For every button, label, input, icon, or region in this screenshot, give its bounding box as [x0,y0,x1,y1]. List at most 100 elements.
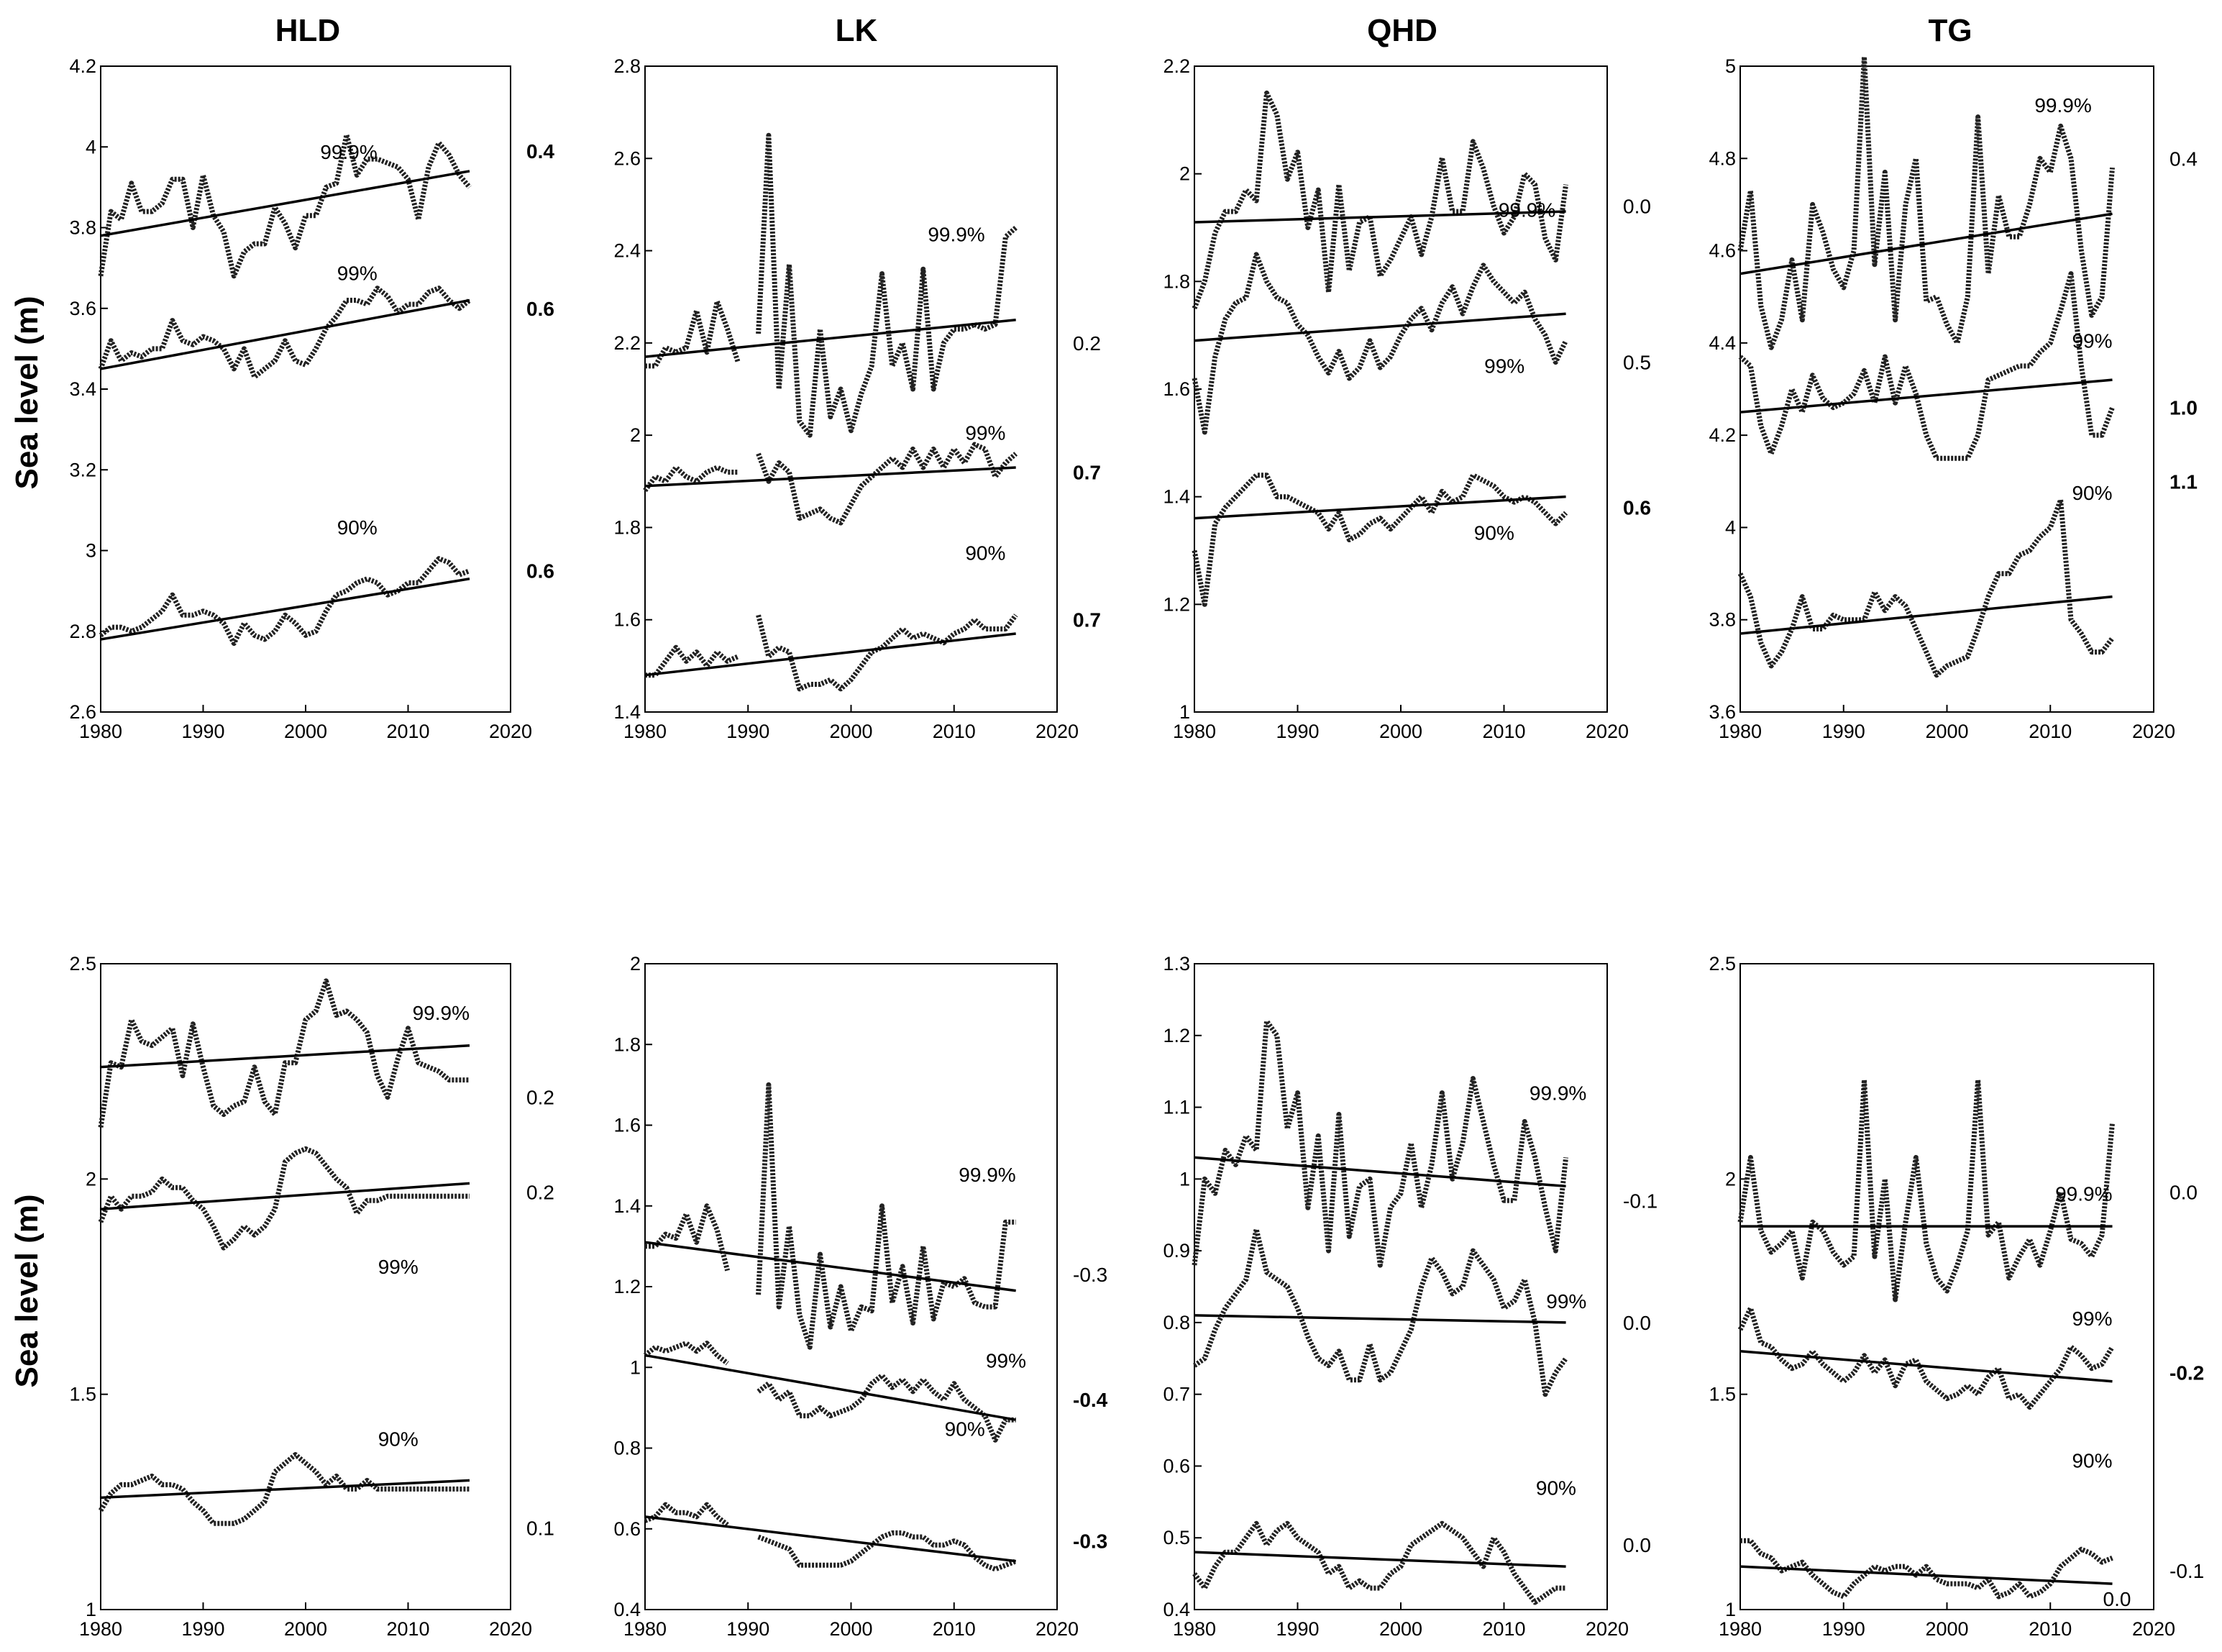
x-tick-label: 1990 [726,721,769,742]
x-tick-label: 2020 [1035,1618,1079,1640]
x-tick-label: 2020 [1586,1618,1629,1640]
trend-line-99% [644,466,1016,488]
trend-value-99%: 0.2 [526,1181,554,1203]
trend-value-99%: -0.2 [2170,1362,2204,1384]
trend-line-99.9% [1194,210,1566,224]
series-label-99.9%: 99.9% [959,1164,1015,1186]
series-line-90% [1192,473,1568,607]
series-line-90% [645,613,1018,692]
series-line-99% [1737,1305,2115,1410]
y-tick-label: 1.6 [613,1115,641,1136]
y-tick-label: 2.8 [613,55,641,77]
series-label-90%: 90% [2072,1449,2112,1471]
ylabel-top: Sea level (m) [9,296,45,489]
series-label-99.9%: 99.9% [928,224,984,246]
y-tick-label: 2.5 [69,953,96,975]
y-tick-label: 4.2 [1709,424,1736,446]
series-line-99.9% [1737,54,2115,350]
series-label-99.9%: 99.9% [413,1002,470,1024]
y-tick-label: 1 [86,1599,96,1620]
trend-value-90%: 0.6 [1623,497,1651,519]
y-tick-label: 1.8 [1163,270,1190,292]
trend-line-99% [1739,378,2113,414]
series-label-99.9%: 99.9% [320,141,377,163]
series-label-90%: 90% [1536,1477,1576,1499]
series-label-90%: 90% [337,516,378,539]
trend-line-90% [100,578,470,641]
y-tick-label: 2 [630,953,641,975]
trend-value-99.9%: 0.2 [526,1087,554,1109]
plot-frame [644,65,1058,713]
trend-value-99.9%: 0.2 [1073,332,1101,355]
x-tick-label: 1980 [79,1618,122,1640]
trend-line-90% [1194,495,1566,520]
x-tick-label: 2020 [489,1618,532,1640]
y-tick-label: 1.8 [613,516,641,538]
y-tick-label: 1.4 [1163,486,1190,508]
trend-value-99%: 0.7 [1073,461,1101,483]
title-LK: LK [836,13,878,48]
trend-value-90%: 1.1 [2170,470,2198,493]
x-tick-label: 2010 [2029,721,2072,742]
y-tick-label: 2 [1725,1168,1736,1190]
y-tick-label: 1.6 [1163,378,1190,400]
series-label-99%: 99% [1484,355,1524,378]
panel-bottom-LK: 1980 1990 2000 2010 2020 0.4 0.6 0.8 1 1.2 1.4 1.6 1… [613,953,1107,1640]
panel-top-TG: 1980 1990 2000 2010 2020 3.6 3.8 4 4.2 4.4 4.6 4.8 5… [1709,54,2198,742]
series-label-99%: 99% [2072,329,2112,352]
trend-value-99.9%: -0.3 [1073,1264,1107,1286]
x-tick-label: 2000 [284,721,327,742]
series-label-99%: 99% [378,1256,419,1278]
series-line-99% [643,442,1018,526]
y-tick-label: 1.8 [613,1033,641,1055]
extra-trend-label: 0.0 [2103,1588,2131,1610]
x-tick-label: 1990 [1822,1618,1865,1640]
trend-line-99% [1194,1314,1566,1324]
series-label-99.9%: 99.9% [1530,1082,1586,1105]
title-QHD: QHD [1367,13,1437,48]
x-tick-label: 1980 [623,1618,667,1640]
plot-frame [1739,65,2154,713]
trend-value-99.9%: 0.0 [1623,196,1651,218]
y-tick-label: 4 [86,136,96,158]
y-tick-label: 1.5 [69,1384,96,1405]
title-TG: TG [1928,13,1972,48]
x-tick-label: 1990 [181,721,224,742]
y-tick-label: 5 [1725,55,1736,77]
x-tick-label: 2000 [829,721,872,742]
trend-value-99%: 0.5 [1623,352,1651,374]
y-tick-label: 0.6 [1163,1455,1190,1477]
series-line-99% [1192,252,1568,435]
y-tick-label: 0.7 [1163,1384,1190,1405]
trend-line-90% [1739,595,2113,635]
trend-value-99.9%: 0.0 [2170,1181,2198,1203]
y-tick-label: 3.8 [1709,609,1736,631]
series-label-90%: 90% [378,1428,419,1451]
x-tick-label: 2010 [1482,721,1525,742]
title-HLD: HLD [275,13,340,48]
y-tick-label: 2.5 [1709,953,1736,975]
trend-line-99% [100,1182,470,1210]
y-tick-label: 1 [1725,1599,1736,1620]
series-label-99.9%: 99.9% [1499,199,1555,222]
series-line-99% [98,1146,470,1251]
series-line-99.9% [1737,1077,2115,1302]
trend-line-99.9% [1739,212,2113,275]
x-tick-label: 1990 [726,1618,769,1640]
y-tick-label: 4.8 [1709,147,1736,169]
y-tick-label: 2.4 [613,240,641,262]
x-tick-label: 2010 [933,721,976,742]
x-tick-label: 2000 [1925,721,1968,742]
y-tick-label: 2.8 [69,621,96,642]
y-tick-label: 4.6 [1709,240,1736,262]
y-tick-label: 0.8 [1163,1312,1190,1333]
series-line-99% [643,1341,1016,1443]
series-line-99.9% [98,132,472,279]
trend-value-99.9%: 0.4 [2170,147,2198,170]
series-label-99%: 99% [337,262,378,284]
series-label-90%: 90% [1474,522,1514,544]
x-tick-label: 1980 [1719,721,1762,742]
x-tick-label: 2020 [2132,721,2175,742]
y-tick-label: 3.6 [1709,701,1736,723]
